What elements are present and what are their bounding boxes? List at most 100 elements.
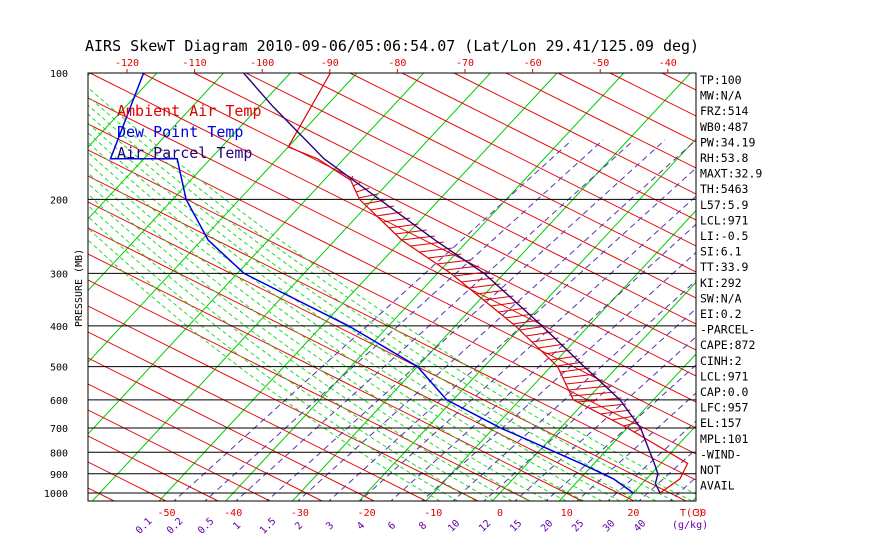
isotherm-line: [88, 73, 358, 363]
index-entry: KI:292: [700, 276, 742, 290]
dry-adiabat-line: [818, 73, 870, 501]
index-entry: LCL:971: [700, 369, 749, 383]
cape-hatch-stroke: [349, 175, 354, 181]
index-entry: LCL:971: [700, 213, 749, 227]
dry-adiabat-line: [0, 73, 62, 501]
mixing-ratio-tick-label: 8: [417, 520, 429, 532]
dry-adiabat-line: [88, 357, 375, 501]
dry-adiabat-line: [297, 73, 696, 273]
top-temp-tick-label: -80: [388, 58, 406, 69]
mixing-ratio-line: [328, 167, 696, 501]
mixing-ratio-line: [297, 139, 696, 501]
dry-adiabat-line: [88, 123, 696, 429]
mixing-ratio-tick-label: 4: [355, 520, 367, 532]
index-entry: TH:5463: [700, 182, 749, 196]
moist-adiabat-line: [88, 87, 696, 495]
bottom-temp-tick-label: -20: [358, 508, 376, 519]
mixing-ratio-line: [390, 223, 696, 501]
index-entry: SW:N/A: [700, 291, 742, 305]
legend-entry: Air Parcel Temp: [117, 144, 252, 162]
index-entry: PW:34.19: [700, 135, 755, 149]
bottom-temp-tick-label: -30: [291, 508, 309, 519]
legend: Ambient Air Temp Dew Point Temp Air Parcel…: [117, 102, 262, 162]
cape-hatch-stroke: [461, 277, 494, 283]
dry-adiabat-line: [88, 97, 696, 403]
cape-hatch-stroke: [565, 379, 604, 385]
dry-adiabat-line: [505, 73, 696, 169]
pressure-tick-label: 100: [50, 69, 68, 80]
index-entry: AVAIL: [700, 479, 735, 493]
bottom-temp-tick-label: -10: [424, 508, 442, 519]
top-temp-tick-label: -110: [183, 58, 207, 69]
top-temp-tick-label: -100: [250, 58, 274, 69]
dry-adiabat-line: [661, 73, 696, 91]
cape-hatch-stroke: [577, 397, 622, 403]
moist-adiabat-line: [88, 151, 585, 501]
pressure-tick-label: 300: [50, 269, 68, 280]
mixing-ratio-tick-label: 20: [539, 518, 555, 534]
cape-hatch: [349, 175, 643, 433]
legend-entry: Dew Point Temp: [117, 123, 243, 141]
cape-hatch-stroke: [600, 409, 631, 415]
moist-adiabat-line: [88, 161, 567, 501]
index-entry: -PARCEL-: [700, 323, 755, 337]
index-entry: WB0:487: [700, 120, 749, 134]
mixing-ratio-line: [204, 139, 604, 501]
index-entry: TT:33.9: [700, 260, 749, 274]
top-temp-tick-label: -70: [456, 58, 474, 69]
x-axis-label: T(C): [680, 508, 704, 519]
top-temp-tick-label: -120: [115, 58, 139, 69]
index-entry: -WIND-: [700, 447, 742, 461]
pressure-tick-label: 1000: [44, 489, 68, 500]
cape-hatch-stroke: [560, 367, 591, 373]
y-axis-label: PRESSURE (MB): [74, 249, 85, 327]
dry-adiabat-line: [193, 73, 696, 325]
cape-hatch-stroke: [571, 391, 616, 397]
index-entry: EI:0.2: [700, 307, 742, 321]
cape-hatch-stroke: [353, 181, 362, 187]
index-entry: MPL:101: [700, 432, 749, 446]
cape-hatch-stroke: [355, 187, 370, 193]
index-entry: RH:53.8: [700, 151, 749, 165]
mixing-ratio-line: [545, 364, 696, 501]
parcel-temp-line: [243, 73, 661, 494]
mixing-ratio-tick-label: 40: [632, 518, 648, 534]
isotherm-line: [292, 73, 691, 501]
bottom-temp-tick-label: 20: [627, 508, 639, 519]
profile-traces: [109, 73, 689, 494]
dry-adiabat-line: [88, 279, 531, 501]
bottom-temp-tick-label: -50: [157, 508, 175, 519]
bottom-temp-tick-label: 0: [497, 508, 503, 519]
cape-hatch-stroke: [611, 415, 635, 421]
index-entry: CINH:2: [700, 354, 742, 368]
pressure-tick-label: 400: [50, 322, 68, 333]
dry-adiabat-line: [88, 201, 687, 501]
mixing-ratio-line: [266, 139, 666, 501]
mixing-ratio-line: [483, 308, 696, 501]
grid-lines: [0, 73, 870, 501]
chart-title: AIRS SkewT Diagram 2010-09-06/05:06:54.0…: [85, 37, 699, 55]
isotherm-line: [625, 424, 696, 501]
moist-adiabat-line: [88, 113, 657, 501]
dry-adiabat-line: [88, 149, 696, 455]
cape-hatch-stroke: [453, 271, 488, 277]
plot-frame: [87, 72, 697, 502]
index-entry: TP:100: [700, 73, 742, 87]
index-entry: NOT: [700, 463, 721, 477]
mixing-ratio-tick-label: 3: [324, 520, 336, 532]
dry-adiabat-line: [88, 383, 323, 501]
mixing-ratio-line: [173, 139, 573, 501]
moist-adiabat-line: [88, 182, 531, 501]
ambient-temp-line: [287, 73, 689, 494]
top-temp-tick-label: -90: [321, 58, 339, 69]
moist-adiabat-line: [88, 132, 621, 501]
dry-adiabat-line: [0, 73, 10, 501]
mixing-ratio-tick-label: 0.1: [134, 516, 155, 537]
pressure-tick-label: 200: [50, 195, 68, 206]
moist-adiabat-line: [88, 239, 441, 501]
dry-adiabat-line: [766, 73, 870, 501]
index-entry: CAPE:872: [700, 338, 755, 352]
index-entry: MW:N/A: [700, 89, 742, 103]
mixing-ratio-line: [514, 336, 696, 501]
